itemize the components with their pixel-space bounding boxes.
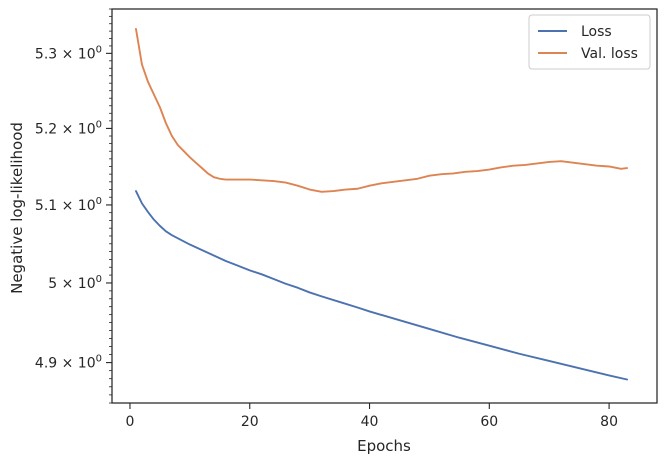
plot-frame (111, 8, 658, 404)
plot-area (111, 8, 658, 404)
x-axis-ticks: 0 20 40 60 80 (126, 403, 618, 430)
legend: Loss Val. loss (528, 14, 651, 70)
series-line-1 (135, 190, 628, 381)
y-tick-label: 5.3 × 100 (35, 44, 102, 62)
x-axis-label: Epochs (357, 437, 411, 455)
legend-box (528, 14, 651, 70)
legend-label-1: Loss (581, 24, 612, 40)
x-tick-label: 20 (241, 414, 259, 430)
x-tick-label: 80 (600, 414, 618, 430)
y-tick-label: 5.2 × 100 (35, 119, 102, 137)
series-line-2 (135, 27, 628, 193)
y-tick-label: 4.9 × 100 (35, 354, 102, 372)
legend-label-2: Val. loss (581, 46, 638, 62)
x-tick-label: 60 (480, 414, 498, 430)
y-tick-label: 5.1 × 100 (35, 196, 102, 214)
x-tick-label: 0 (126, 414, 135, 430)
y-tick-label: 5 × 100 (48, 274, 102, 292)
y-axis-label: Negative log-likelihood (8, 122, 26, 294)
y-axis-ticks: 4.9 × 100 5 × 100 5.1 × 100 5.2 × 100 5.3 × … (35, 8, 112, 404)
x-tick-label: 40 (361, 414, 379, 430)
